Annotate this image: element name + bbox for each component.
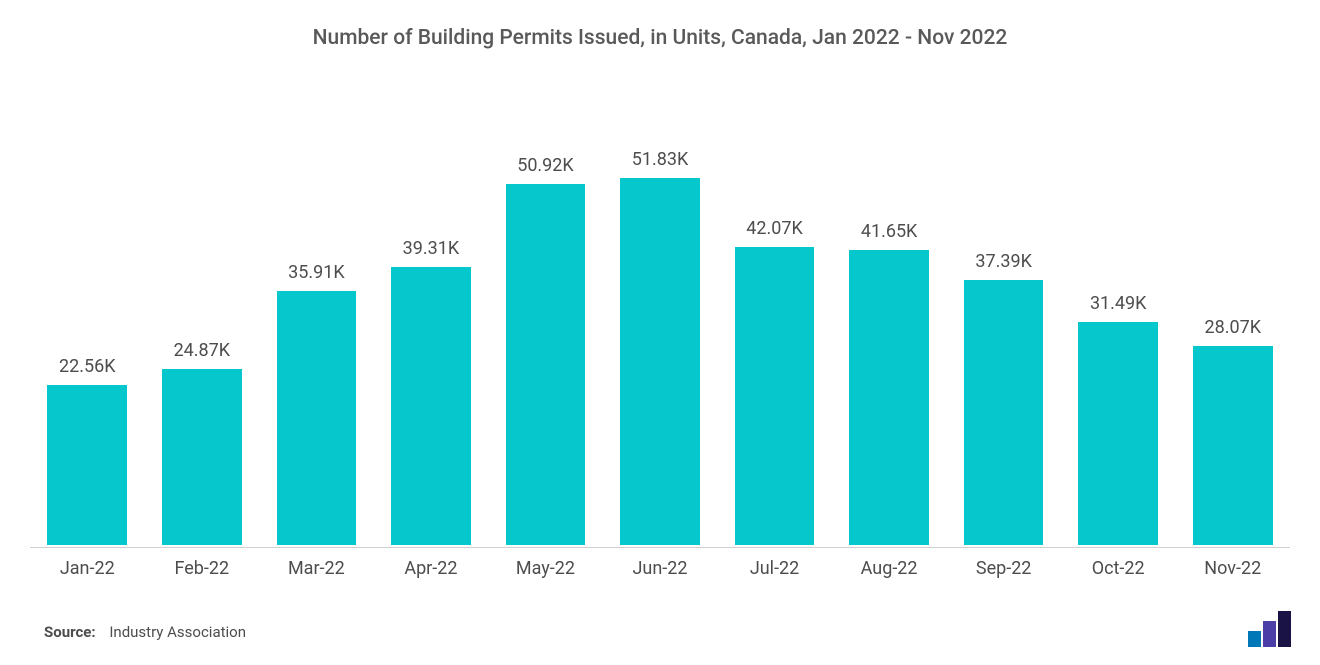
bar-group: 31.49K (1063, 120, 1174, 545)
chart-title: Number of Building Permits Issued, in Un… (0, 0, 1320, 60)
bar-value-label: 51.83K (632, 149, 689, 170)
bar-group: 22.56K (32, 120, 143, 545)
bar-group: 39.31K (376, 120, 487, 545)
bar-value-label: 50.92K (517, 155, 574, 176)
chart-plot-area: 22.56K 24.87K 35.91K 39.31K 50.92K 51.83K 42.0… (30, 120, 1290, 545)
source-label: Source: (44, 623, 96, 641)
bar (964, 280, 1044, 545)
bar-group: 35.91K (261, 120, 372, 545)
x-tick-label: Oct-22 (1061, 558, 1176, 579)
x-tick-label: Nov-22 (1175, 558, 1290, 579)
bar-group: 42.07K (719, 120, 830, 545)
x-tick-label: May-22 (488, 558, 603, 579)
bar-group: 50.92K (490, 120, 601, 545)
bar-value-label: 35.91K (288, 262, 345, 283)
x-tick-label: Jan-22 (30, 558, 145, 579)
bar-group: 28.07K (1177, 120, 1288, 545)
x-tick-label: Feb-22 (145, 558, 260, 579)
bar (1193, 346, 1273, 545)
bar (391, 267, 471, 545)
bar (506, 184, 586, 545)
bar-value-label: 42.07K (746, 218, 803, 239)
bar (277, 291, 357, 545)
x-tick-label: Jul-22 (717, 558, 832, 579)
bar-group: 24.87K (147, 120, 258, 545)
bar-group: 51.83K (605, 120, 716, 545)
x-tick-label: Apr-22 (374, 558, 489, 579)
x-tick-label: Aug-22 (832, 558, 947, 579)
bar (162, 369, 242, 545)
bar (47, 385, 127, 545)
bar (1078, 322, 1158, 545)
source-value: Industry Association (109, 623, 246, 641)
x-tick-label: Jun-22 (603, 558, 718, 579)
bar (735, 247, 815, 545)
x-tick-label: Sep-22 (946, 558, 1061, 579)
bar-group: 41.65K (834, 120, 945, 545)
x-axis: Jan-22Feb-22Mar-22Apr-22May-22Jun-22Jul-… (30, 547, 1290, 579)
source-footer: Source: Industry Association (44, 623, 246, 641)
bar-value-label: 41.65K (861, 221, 918, 242)
bar-value-label: 22.56K (59, 356, 116, 377)
bar-group: 37.39K (948, 120, 1059, 545)
bar-value-label: 39.31K (403, 238, 460, 259)
bar-value-label: 31.49K (1090, 293, 1147, 314)
bar (849, 250, 929, 545)
bar-value-label: 37.39K (975, 251, 1032, 272)
bar-value-label: 28.07K (1204, 317, 1261, 338)
bar-value-label: 24.87K (174, 340, 231, 361)
brand-logo-icon (1248, 611, 1296, 647)
bar (620, 178, 700, 545)
x-tick-label: Mar-22 (259, 558, 374, 579)
